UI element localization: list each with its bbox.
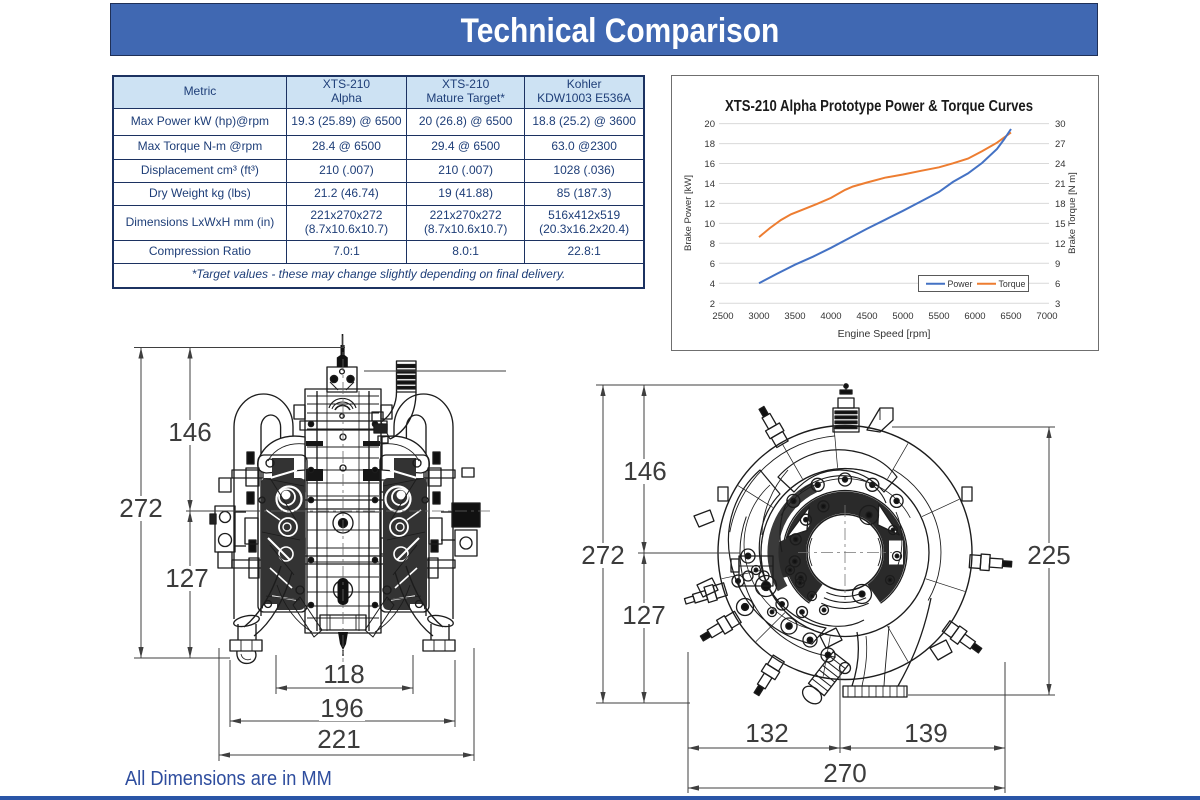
svg-text:270: 270	[823, 758, 866, 788]
svg-text:24: 24	[1055, 159, 1066, 170]
svg-text:3000: 3000	[748, 311, 769, 322]
svg-text:2: 2	[710, 299, 715, 310]
svg-text:3: 3	[1055, 299, 1060, 310]
svg-text:139: 139	[904, 718, 947, 748]
svg-text:14: 14	[704, 179, 715, 190]
svg-text:9: 9	[1055, 259, 1060, 270]
svg-text:20: 20	[704, 119, 715, 130]
svg-text:272: 272	[119, 493, 162, 523]
svg-text:10: 10	[704, 219, 715, 230]
svg-text:27: 27	[1055, 139, 1066, 150]
svg-text:146: 146	[623, 456, 666, 486]
svg-text:Brake Torque [N m]: Brake Torque [N m]	[1067, 172, 1078, 254]
svg-text:16: 16	[704, 159, 715, 170]
svg-text:18: 18	[1055, 199, 1066, 210]
svg-text:4: 4	[710, 279, 715, 290]
svg-text:5500: 5500	[928, 311, 949, 322]
svg-text:6500: 6500	[1000, 311, 1021, 322]
svg-text:18: 18	[704, 139, 715, 150]
svg-text:2500: 2500	[712, 311, 733, 322]
svg-text:30: 30	[1055, 119, 1066, 130]
svg-text:6000: 6000	[964, 311, 985, 322]
svg-text:118: 118	[323, 659, 364, 689]
svg-text:6: 6	[710, 259, 715, 270]
svg-text:146: 146	[168, 417, 211, 447]
svg-text:Brake Power [kW]: Brake Power [kW]	[683, 175, 694, 251]
svg-text:272: 272	[581, 540, 624, 570]
svg-text:7000: 7000	[1036, 311, 1057, 322]
svg-text:4000: 4000	[820, 311, 841, 322]
svg-text:XTS-210 Alpha Prototype Power: XTS-210 Alpha Prototype Power & Torque C…	[725, 98, 1033, 115]
svg-text:21: 21	[1055, 179, 1066, 190]
svg-text:127: 127	[165, 563, 208, 593]
svg-text:221: 221	[317, 724, 360, 754]
svg-text:4500: 4500	[856, 311, 877, 322]
svg-text:Torque: Torque	[999, 279, 1026, 289]
svg-text:Power: Power	[948, 279, 973, 289]
svg-text:Engine Speed [rpm]: Engine Speed [rpm]	[838, 328, 931, 340]
svg-text:8: 8	[710, 239, 715, 250]
svg-text:12: 12	[704, 199, 715, 210]
svg-text:12: 12	[1055, 239, 1066, 250]
svg-text:6: 6	[1055, 279, 1060, 290]
svg-text:127: 127	[622, 600, 665, 630]
svg-text:132: 132	[745, 718, 788, 748]
svg-text:225: 225	[1027, 540, 1070, 570]
svg-text:5000: 5000	[892, 311, 913, 322]
svg-text:196: 196	[320, 693, 363, 723]
svg-text:3500: 3500	[784, 311, 805, 322]
svg-text:15: 15	[1055, 219, 1066, 230]
